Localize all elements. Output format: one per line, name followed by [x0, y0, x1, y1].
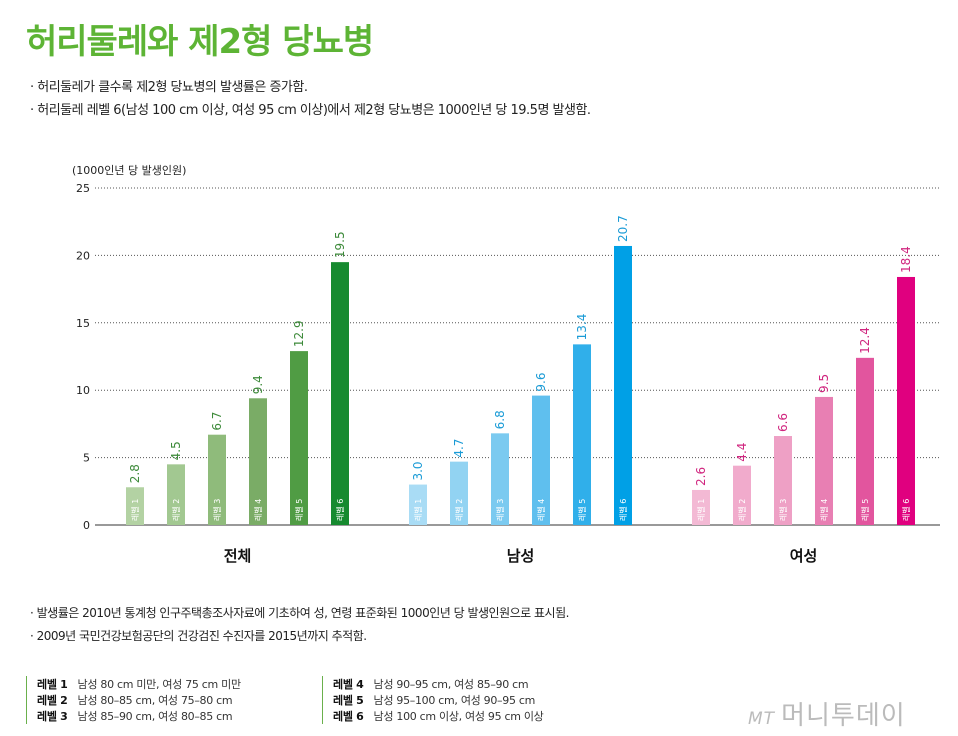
bar-category-label: 레벨 1	[413, 499, 423, 521]
data-label: 9.5	[817, 374, 831, 393]
data-label: 2.8	[128, 464, 142, 483]
group-label: 전체	[224, 547, 252, 565]
y-tick-label: 10	[76, 384, 90, 397]
data-label: 12.9	[292, 320, 306, 347]
bar	[815, 396, 833, 525]
note-item: · 발생률은 2010년 통계청 인구주택총조사자료에 기초하여 성, 연령 표…	[30, 606, 569, 620]
data-label: 12.4	[858, 327, 872, 354]
data-label: 6.6	[776, 413, 790, 432]
summary: · 허리둘레가 클수록 제2형 당뇨병의 발생률은 증가함. · 허리둘레 레벨…	[30, 76, 591, 122]
bar	[856, 357, 874, 525]
bar-category-label: 레벨 3	[212, 499, 222, 521]
bar-category-label: 레벨 4	[253, 499, 263, 521]
bar-category-label: 레벨 3	[778, 499, 788, 521]
bar-category-label: 레벨 3	[495, 499, 505, 521]
bar-category-label: 레벨 1	[130, 499, 140, 521]
group-label: 남성	[507, 547, 535, 565]
bar-category-label: 레벨 5	[294, 499, 304, 521]
bar-category-label: 레벨 2	[454, 499, 464, 521]
data-label: 4.5	[169, 441, 183, 460]
summary-item: · 허리둘레가 클수록 제2형 당뇨병의 발생률은 증가함.	[30, 80, 308, 95]
logo-mark: MT	[748, 709, 776, 729]
legend-item: 레벨 5 남성 95–100 cm, 여성 90–95 cm	[333, 694, 536, 707]
bar-category-label: 레벨 2	[737, 499, 747, 521]
logo-text: 머니투데이	[781, 701, 906, 731]
bar-category-label: 레벨 1	[696, 499, 706, 521]
data-label: 3.0	[411, 461, 425, 480]
legend-item: 레벨 1 남성 80 cm 미만, 여성 75 cm 미만	[37, 678, 241, 691]
y-tick-label: 25	[76, 182, 90, 195]
bar	[208, 434, 226, 525]
legend-left: 레벨 1 남성 80 cm 미만, 여성 75 cm 미만 레벨 2 남성 80–8…	[26, 676, 241, 724]
bar	[290, 351, 308, 525]
bar-category-label: 레벨 4	[536, 499, 546, 521]
bar	[491, 433, 509, 525]
data-label: 9.6	[534, 372, 548, 391]
data-label: 2.6	[694, 467, 708, 486]
bar	[331, 262, 349, 525]
note-item: · 2009년 국민건강보험공단의 건강검진 수진자를 2015년까지 추적함.	[30, 629, 367, 643]
bar-category-label: 레벨 6	[901, 499, 911, 521]
legend-item: 레벨 6 남성 100 cm 이상, 여성 95 cm 이상	[333, 710, 544, 723]
notes: · 발생률은 2010년 통계청 인구주택총조사자료에 기초하여 성, 연령 표…	[30, 604, 569, 650]
bar	[692, 489, 710, 525]
data-label: 6.7	[210, 412, 224, 431]
y-tick-label: 20	[76, 249, 90, 262]
bar	[897, 276, 915, 525]
bar-category-label: 레벨 6	[335, 499, 345, 521]
bar	[614, 245, 632, 526]
data-label: 4.4	[735, 443, 749, 462]
bar	[733, 465, 751, 525]
data-label: 18.4	[899, 246, 913, 273]
legend-item: 레벨 3 남성 85–90 cm, 여성 80–85 cm	[37, 710, 233, 723]
bar-category-label: 레벨 6	[618, 499, 628, 521]
bar	[450, 461, 468, 525]
data-label: 9.4	[251, 375, 265, 394]
bar	[532, 395, 550, 525]
bar	[167, 464, 185, 525]
logo: MT 머니투데이	[748, 695, 906, 732]
legend-right: 레벨 4 남성 90–95 cm, 여성 85–90 cm 레벨 5 남성 95–1…	[322, 676, 544, 724]
data-label: 4.7	[452, 439, 466, 458]
summary-item: · 허리둘레 레벨 6(남성 100 cm 이상, 여성 95 cm 이상)에서…	[30, 103, 591, 118]
y-tick-label: 5	[83, 452, 90, 465]
bar-category-label: 레벨 4	[819, 499, 829, 521]
data-label: 19.5	[333, 231, 347, 258]
y-tick-label: 15	[76, 317, 90, 330]
bar-chart: (1000인년 당 발생인원) 0 5 10 15 20 25 2.8 레벨 1 4.5 레벨 2 6…	[72, 164, 940, 565]
bar-category-label: 레벨 5	[860, 499, 870, 521]
bar	[126, 487, 144, 525]
group-label: 여성	[790, 547, 818, 565]
bar	[774, 436, 792, 525]
legend-item: 레벨 4 남성 90–95 cm, 여성 85–90 cm	[333, 678, 529, 691]
bar	[409, 484, 427, 525]
data-label: 13.4	[575, 314, 589, 341]
data-label: 6.8	[493, 410, 507, 429]
bar-category-label: 레벨 2	[171, 499, 181, 521]
data-label: 20.7	[616, 215, 630, 242]
bar	[573, 344, 591, 525]
bar-category-label: 레벨 5	[577, 499, 587, 521]
legend-item: 레벨 2 남성 80–85 cm, 여성 75–80 cm	[37, 694, 233, 707]
y-axis-label: (1000인년 당 발생인원)	[72, 164, 186, 177]
page-title: 허리둘레와 제2형 당뇨병	[26, 22, 374, 62]
y-tick-label: 0	[83, 519, 90, 532]
bar	[249, 398, 267, 525]
